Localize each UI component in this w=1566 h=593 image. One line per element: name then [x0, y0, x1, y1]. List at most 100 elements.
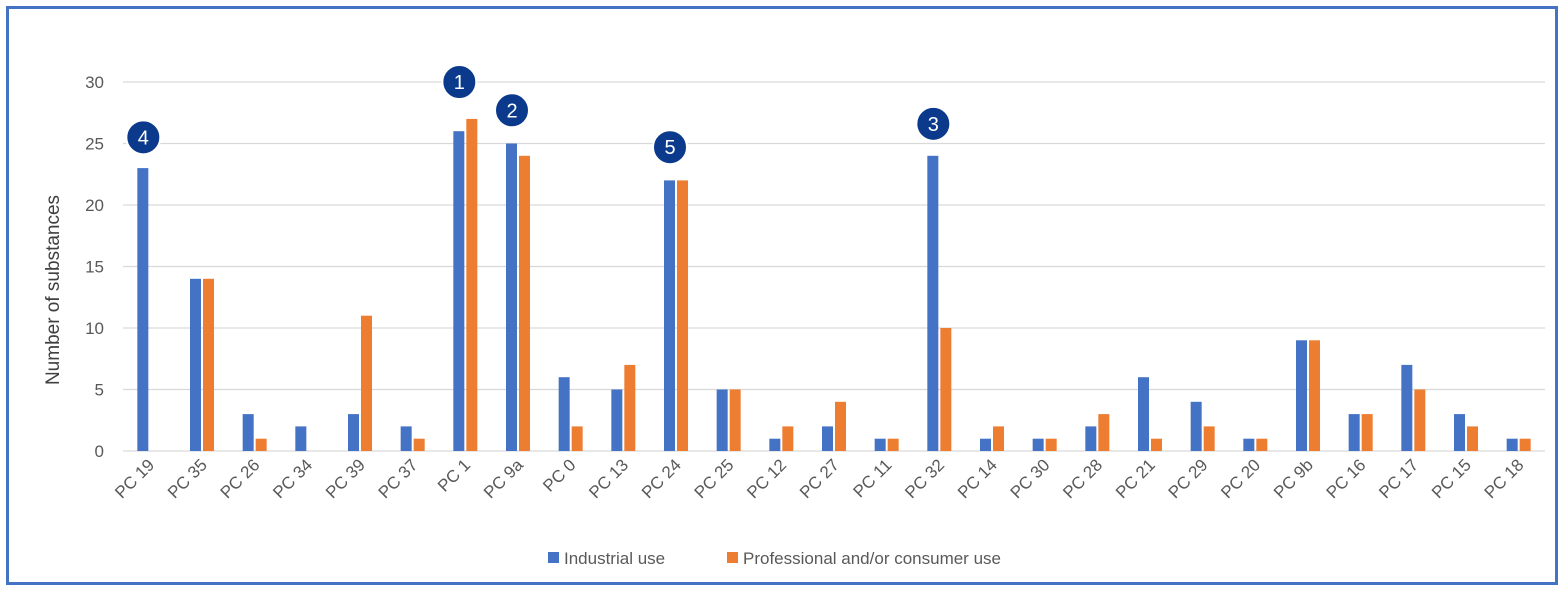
bar-professional-pc28 [1098, 414, 1110, 451]
y-tick-label: 0 [95, 442, 104, 461]
legend-label-professional: Professional and/or consumer use [743, 549, 1001, 568]
annotation-label-5: 5 [664, 137, 675, 159]
x-tick-label: PC 27 [796, 455, 843, 502]
bar-professional-pc12 [782, 426, 794, 451]
x-tick-label: PC 0 [539, 455, 579, 495]
bar-professional-pc29 [1203, 426, 1215, 451]
bar-professional-pc26 [255, 438, 267, 451]
bar-professional-pc39 [361, 315, 372, 451]
bar-industrial-pc14 [980, 438, 991, 451]
legend-swatch-industrial [548, 552, 559, 563]
bar-industrial-pc0 [558, 377, 570, 451]
x-tick-label: PC 25 [691, 455, 738, 502]
bar-industrial-pc24 [664, 180, 675, 451]
bar-professional-pc0 [571, 426, 583, 451]
x-tick-label: PC 39 [322, 455, 369, 502]
bar-industrial-pc9b [1296, 340, 1307, 451]
chart-frame [6, 6, 1558, 585]
bar-professional-pc35 [203, 278, 214, 451]
bar-industrial-pc26 [242, 414, 254, 451]
bar-industrial-pc16 [1348, 414, 1360, 451]
legend-swatch-professional [727, 552, 738, 563]
x-tick-label: PC 9a [480, 455, 527, 502]
x-tick-label: PC 26 [217, 455, 264, 502]
x-tick-label: PC 15 [1428, 455, 1475, 502]
x-tick-label: PC 18 [1481, 455, 1528, 502]
x-tick-label: PC 13 [585, 455, 632, 502]
bar-professional-pc14 [993, 426, 1004, 451]
y-tick-label: 5 [95, 381, 104, 400]
x-tick-label: PC 30 [1007, 455, 1054, 502]
x-tick-label: PC 20 [1217, 455, 1264, 502]
x-tick-label: PC 37 [375, 455, 422, 502]
bar-industrial-pc17 [1401, 364, 1413, 451]
annotation-label-3: 3 [928, 114, 939, 136]
bar-industrial-pc11 [874, 438, 886, 451]
bar-industrial-pc15 [1454, 414, 1465, 451]
bar-industrial-pc39 [348, 414, 359, 451]
y-axis-label: Number of substances [43, 195, 64, 385]
annotation-marker-1 [441, 64, 478, 100]
bar-professional-pc9b [1309, 340, 1320, 451]
y-tick-label: 30 [85, 73, 104, 92]
bar-professional-pc37 [413, 438, 425, 451]
bar-professional-pc24 [677, 180, 688, 451]
y-axis-ticks: 0 5 10 15 20 25 30 [85, 73, 104, 461]
bar-industrial-pc18 [1506, 438, 1518, 451]
bar-professional-pc20 [1256, 438, 1268, 451]
annotation-label-2: 2 [506, 100, 517, 122]
x-tick-label: PC 24 [638, 455, 685, 502]
annotation-label-4: 4 [138, 127, 149, 149]
bar-professional-pc32 [940, 328, 952, 451]
bar-industrial-pc1 [453, 131, 465, 451]
x-tick-label: PC 16 [1323, 455, 1370, 502]
x-tick-label: PC 28 [1059, 455, 1106, 502]
x-tick-label: PC 14 [954, 455, 1001, 502]
bar-industrial-pc29 [1190, 401, 1202, 451]
bar-professional-pc21 [1151, 438, 1162, 451]
annotation-marker-3 [915, 105, 952, 142]
bar-professional-pc1 [466, 118, 478, 452]
legend: Industrial use Professional and/or consum… [548, 549, 1001, 568]
bar-professional-pc16 [1361, 414, 1373, 451]
bar-industrial-pc21 [1138, 377, 1149, 451]
bars [137, 118, 1531, 452]
annotation-marker-5 [652, 129, 688, 166]
y-tick-label: 20 [85, 196, 104, 215]
bar-industrial-pc30 [1032, 438, 1044, 451]
x-tick-label: PC 1 [434, 455, 474, 495]
bar-professional-pc27 [835, 401, 846, 451]
annotation-marker-2 [494, 92, 530, 129]
x-tick-label: PC 35 [164, 455, 211, 502]
x-tick-label: PC 9b [1270, 455, 1317, 502]
bar-professional-pc18 [1519, 438, 1531, 451]
y-tick-label: 10 [85, 319, 104, 338]
x-tick-label: PC 32 [901, 455, 948, 502]
x-tick-label: PC 12 [743, 455, 790, 502]
bar-professional-pc13 [624, 364, 636, 451]
bar-industrial-pc27 [822, 426, 833, 451]
x-tick-label: PC 17 [1375, 455, 1422, 502]
x-tick-label: PC 11 [850, 455, 896, 501]
y-tick-label: 25 [85, 135, 104, 154]
bar-industrial-pc19 [137, 168, 149, 451]
bar-industrial-pc12 [769, 438, 781, 451]
bar-industrial-pc35 [190, 278, 201, 451]
gridlines [123, 81, 1545, 452]
bar-industrial-pc13 [611, 389, 623, 451]
annotation-marker-4 [125, 119, 162, 156]
x-tick-label: PC 19 [111, 455, 158, 502]
bar-professional-pc25 [729, 389, 741, 451]
bar-professional-pc30 [1045, 438, 1057, 451]
legend-label-industrial: Industrial use [564, 549, 665, 568]
x-axis-ticks: PC 19 PC 35 PC 26 PC 34 PC 39 PC 37 PC 1 PC 9a P… [111, 455, 1527, 502]
bar-professional-pc15 [1467, 426, 1478, 451]
y-tick-label: 15 [85, 258, 104, 277]
bar-industrial-pc20 [1243, 438, 1255, 451]
bar-industrial-pc25 [716, 389, 728, 451]
bar-industrial-pc32 [927, 155, 939, 452]
bar-professional-pc17 [1414, 389, 1426, 451]
bar-industrial-pc34 [295, 426, 307, 451]
bar-professional-pc11 [887, 438, 899, 451]
